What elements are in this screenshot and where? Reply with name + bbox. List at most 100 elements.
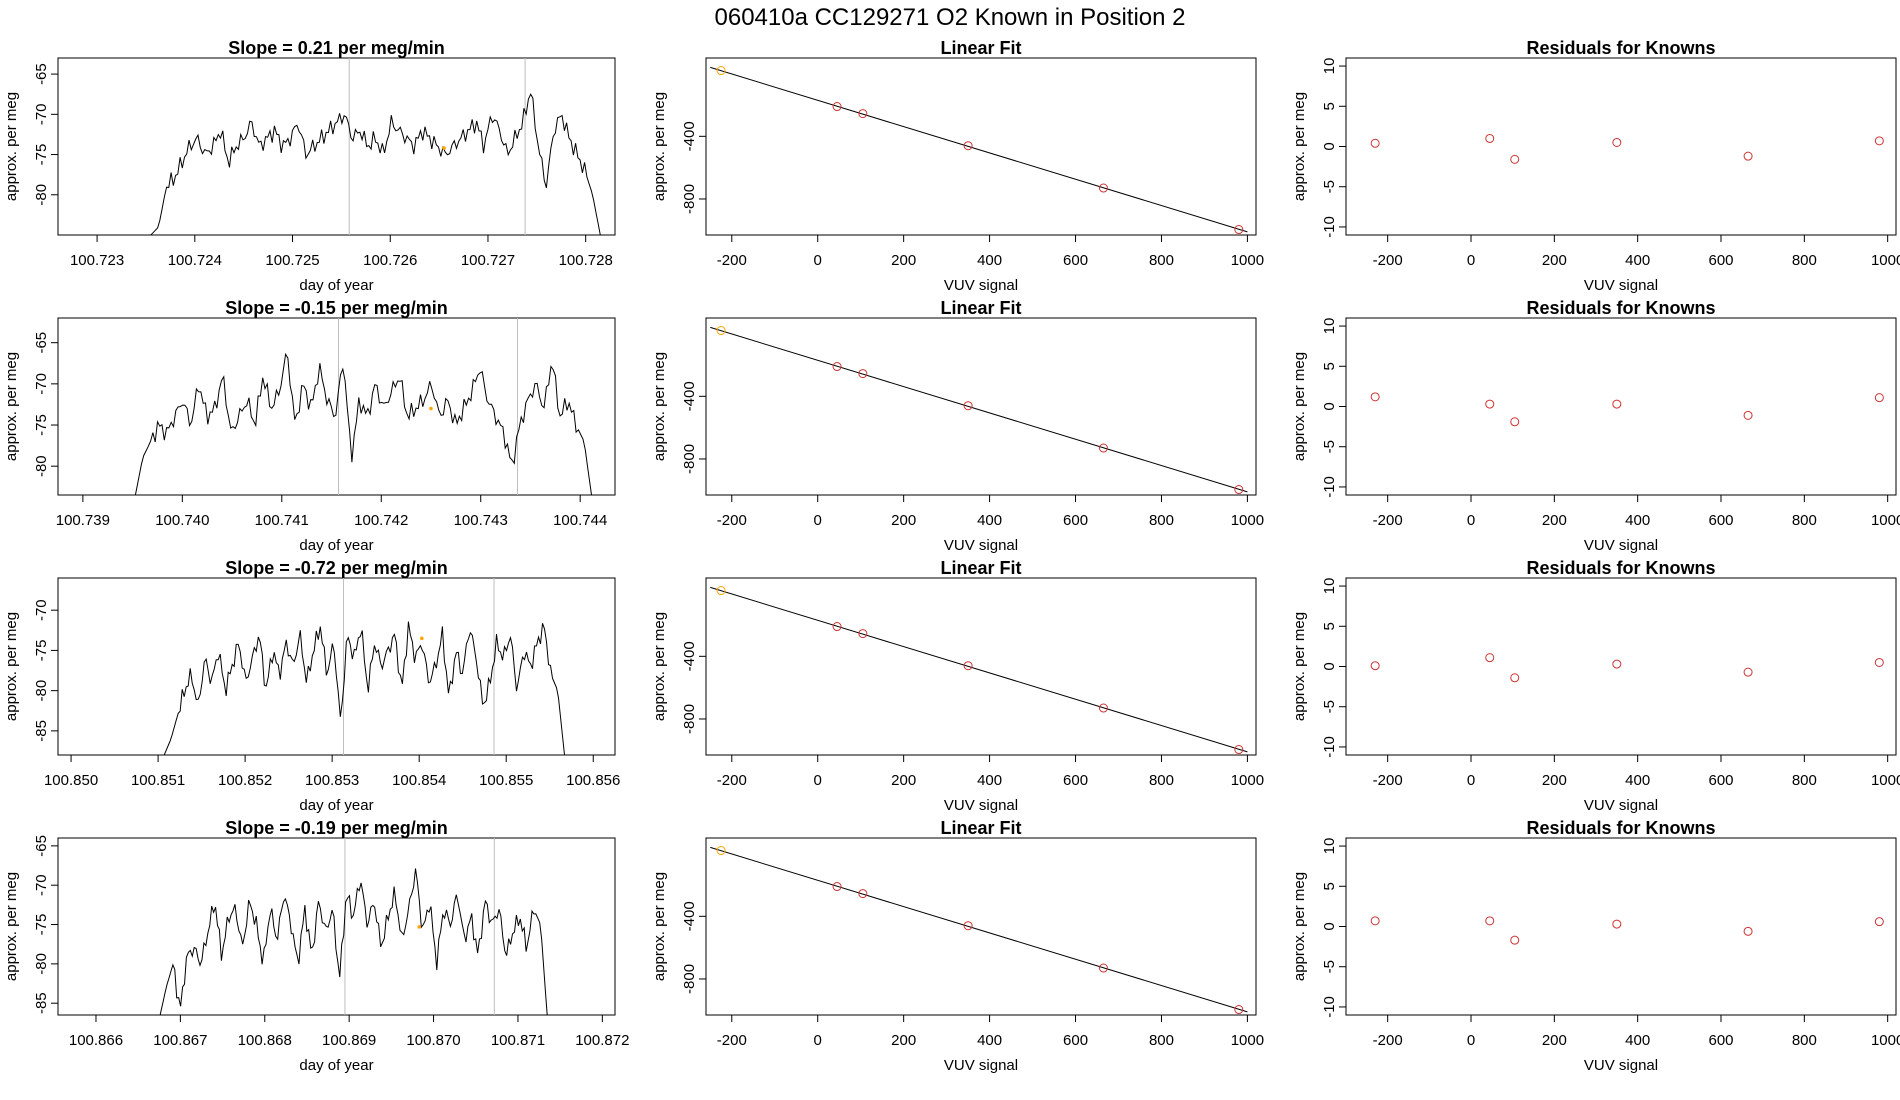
x-tick-label: 0	[1467, 252, 1475, 269]
y-tick-label: -10	[1321, 216, 1338, 238]
x-tick-label: 0	[1467, 512, 1475, 529]
known-point	[1234, 225, 1244, 235]
x-tick-label: 600	[1063, 1032, 1088, 1049]
known-point	[1234, 1005, 1244, 1015]
y-tick-label: -5	[1321, 700, 1338, 713]
x-tick-label: 200	[1542, 512, 1567, 529]
panel-title: Residuals for Knowns	[1526, 298, 1715, 318]
plot-frame	[705, 57, 1257, 236]
known-point	[1743, 926, 1753, 936]
plot-area	[710, 846, 1248, 1015]
panel-grid: Slope = 0.21 per meg/min day of year appro…	[3, 38, 1900, 1074]
panel-3-2: Linear Fit VUV signal approx. per meg -200 0…	[651, 558, 1264, 814]
y-tick-label: -65	[33, 332, 50, 354]
y-tick-label: -70	[33, 599, 50, 621]
plot-frame	[57, 577, 616, 756]
fit-line	[710, 846, 1248, 1013]
known-point	[1510, 935, 1520, 945]
x-tick-label: 100.871	[491, 1032, 545, 1049]
y-axis-label: approx. per meg	[1291, 352, 1308, 461]
x-tick-label: 400	[1625, 1032, 1650, 1049]
y-tick-label: 5	[1321, 622, 1338, 630]
highlight-point	[716, 326, 726, 336]
y-tick-label: 10	[1321, 318, 1338, 335]
known-point	[1510, 417, 1520, 427]
plot-frame	[1345, 837, 1897, 1016]
known-point	[832, 102, 842, 112]
plot-frame	[705, 317, 1257, 496]
x-tick-label: -200	[717, 1032, 747, 1049]
panel-2-1: Slope = -0.15 per meg/min day of year appr…	[3, 298, 616, 554]
x-tick-label: 600	[1708, 252, 1733, 269]
known-point	[1874, 917, 1884, 927]
x-tick-label: -200	[1373, 512, 1403, 529]
x-tick-label: 100.856	[566, 772, 620, 789]
known-point	[963, 921, 973, 931]
x-tick-label: 100.742	[354, 512, 408, 529]
y-tick-label: -800	[681, 704, 698, 734]
known-point	[832, 362, 842, 372]
x-tick-label: 1000	[1231, 512, 1264, 529]
y-tick-label: -75	[33, 144, 50, 166]
x-tick-label: -200	[717, 512, 747, 529]
y-tick-label: 10	[1321, 838, 1338, 855]
known-point	[1234, 745, 1244, 755]
x-tick-label: 100.743	[454, 512, 508, 529]
plot-area	[134, 318, 593, 495]
signal-trace	[159, 868, 548, 1015]
x-tick-label: 800	[1149, 772, 1174, 789]
y-axis-label: approx. per meg	[1291, 612, 1308, 721]
panel-title: Linear Fit	[940, 298, 1021, 318]
y-axis-label: approx. per meg	[1291, 872, 1308, 981]
x-tick-label: 800	[1792, 772, 1817, 789]
x-tick-label: 1000	[1871, 1032, 1900, 1049]
plot-area	[710, 66, 1248, 235]
y-tick-label: -75	[33, 414, 50, 436]
x-tick-label: 800	[1792, 512, 1817, 529]
plot-area	[1370, 653, 1884, 683]
panel-1-1: Slope = 0.21 per meg/min day of year appro…	[3, 38, 616, 294]
x-tick-label: 100.867	[153, 1032, 207, 1049]
x-tick-label: -200	[1373, 772, 1403, 789]
x-tick-label: 0	[1467, 772, 1475, 789]
x-tick-label: 600	[1708, 772, 1733, 789]
panel-title: Residuals for Knowns	[1526, 818, 1715, 838]
x-tick-label: 100.872	[575, 1032, 629, 1049]
x-axis-label: day of year	[299, 277, 373, 294]
y-tick-label: -75	[33, 640, 50, 662]
plot-area	[163, 578, 565, 755]
x-axis-label: VUV signal	[1584, 277, 1658, 294]
x-tick-label: 0	[814, 252, 822, 269]
y-tick-label: -80	[33, 953, 50, 975]
known-point	[1510, 673, 1520, 683]
panel-1-2: Linear Fit VUV signal approx. per meg -200 0…	[651, 38, 1264, 294]
x-axis-label: day of year	[299, 1057, 373, 1074]
signal-trace	[150, 93, 601, 235]
y-tick-label: -80	[33, 184, 50, 206]
x-tick-label: 600	[1063, 772, 1088, 789]
x-tick-label: -200	[717, 772, 747, 789]
y-tick-label: -70	[33, 874, 50, 896]
highlight-point	[716, 66, 726, 76]
x-tick-label: 400	[977, 772, 1002, 789]
x-axis-label: VUV signal	[1584, 537, 1658, 554]
panel-2-3: Residuals for Knowns VUV signal approx. pe…	[1291, 298, 1900, 554]
y-tick-label: -5	[1321, 960, 1338, 973]
known-point	[1234, 485, 1244, 495]
highlight-marker	[419, 636, 424, 641]
plot-frame	[57, 837, 616, 1016]
x-tick-label: -200	[1373, 252, 1403, 269]
y-tick-label: 10	[1321, 58, 1338, 75]
known-point	[858, 629, 868, 639]
plot-area	[150, 58, 601, 235]
known-point	[1098, 963, 1108, 973]
x-tick-label: 100.869	[322, 1032, 376, 1049]
known-point	[858, 889, 868, 899]
x-tick-label: -200	[1373, 1032, 1403, 1049]
y-axis-label: approx. per meg	[651, 612, 668, 721]
x-tick-label: 600	[1708, 512, 1733, 529]
known-point	[1612, 919, 1622, 929]
panel-title: Residuals for Knowns	[1526, 38, 1715, 58]
highlight-point	[716, 846, 726, 856]
y-tick-label: -400	[681, 381, 698, 411]
